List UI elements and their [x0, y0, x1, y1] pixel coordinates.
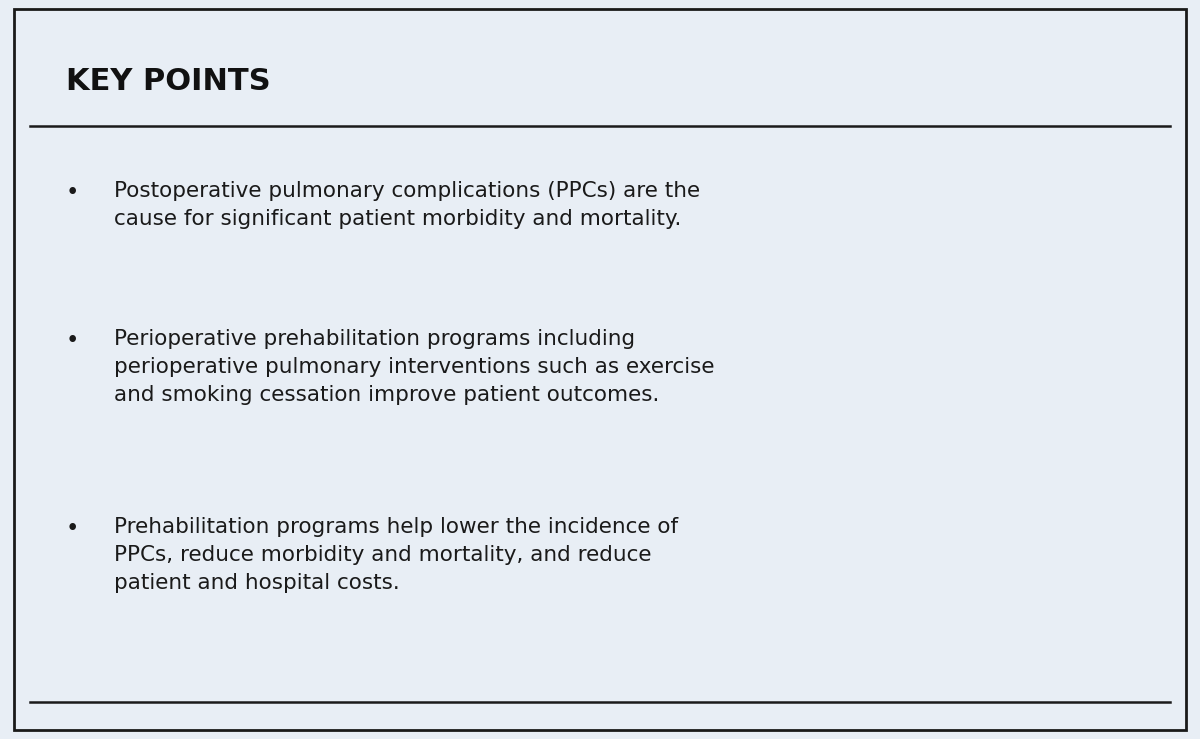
FancyBboxPatch shape [14, 9, 1186, 730]
Text: •: • [66, 181, 79, 204]
Text: •: • [66, 517, 79, 540]
Text: Prehabilitation programs help lower the incidence of
PPCs, reduce morbidity and : Prehabilitation programs help lower the … [114, 517, 678, 593]
Text: •: • [66, 329, 79, 352]
Text: KEY POINTS: KEY POINTS [66, 67, 271, 95]
Text: Perioperative prehabilitation programs including
perioperative pulmonary interve: Perioperative prehabilitation programs i… [114, 329, 714, 405]
Text: Postoperative pulmonary complications (PPCs) are the
cause for significant patie: Postoperative pulmonary complications (P… [114, 181, 700, 229]
